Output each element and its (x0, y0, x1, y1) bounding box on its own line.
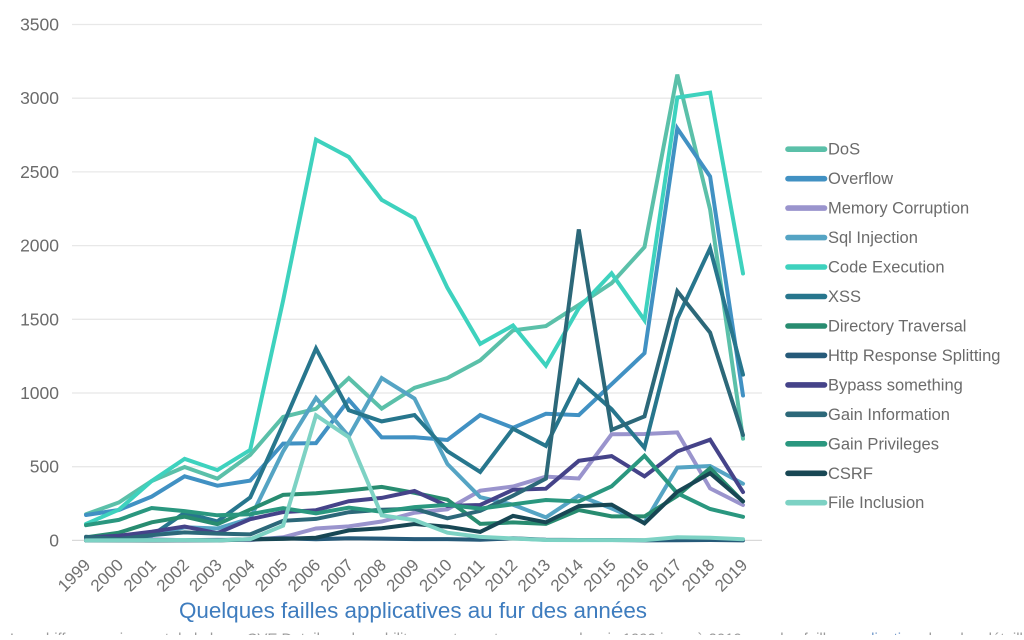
svg-text:3000: 3000 (20, 88, 59, 108)
svg-text:Gain Information: Gain Information (828, 406, 950, 424)
svg-text:DoS: DoS (828, 141, 860, 159)
svg-text:2500: 2500 (20, 162, 59, 182)
svg-text:Memory Corruption: Memory Corruption (828, 200, 969, 218)
svg-text:Overflow: Overflow (828, 170, 893, 188)
svg-text:Code Execution: Code Execution (828, 259, 945, 277)
svg-text:3500: 3500 (20, 15, 59, 35)
svg-text:Bypass something: Bypass something (828, 376, 963, 394)
svg-text:CSRF: CSRF (828, 465, 873, 483)
svg-text:File Inclusion: File Inclusion (828, 494, 924, 512)
svg-text:500: 500 (30, 457, 59, 477)
svg-text:Gain Privileges: Gain Privileges (828, 435, 939, 453)
svg-text:XSS: XSS (828, 288, 861, 306)
svg-text:Directory Traversal: Directory Traversal (828, 318, 966, 336)
svg-text:Les chiffres proviennent de la: Les chiffres proviennent de la base CVE … (10, 631, 1024, 636)
svg-text:0: 0 (49, 530, 59, 550)
svg-text:Quelques failles applicatives: Quelques failles applicatives au fur des… (179, 598, 647, 623)
svg-text:1500: 1500 (20, 309, 59, 329)
svg-text:1000: 1000 (20, 383, 59, 403)
svg-text:2000: 2000 (20, 236, 59, 256)
svg-text:Http Response Splitting: Http Response Splitting (828, 347, 1000, 365)
svg-text:Sql Injection: Sql Injection (828, 229, 918, 247)
